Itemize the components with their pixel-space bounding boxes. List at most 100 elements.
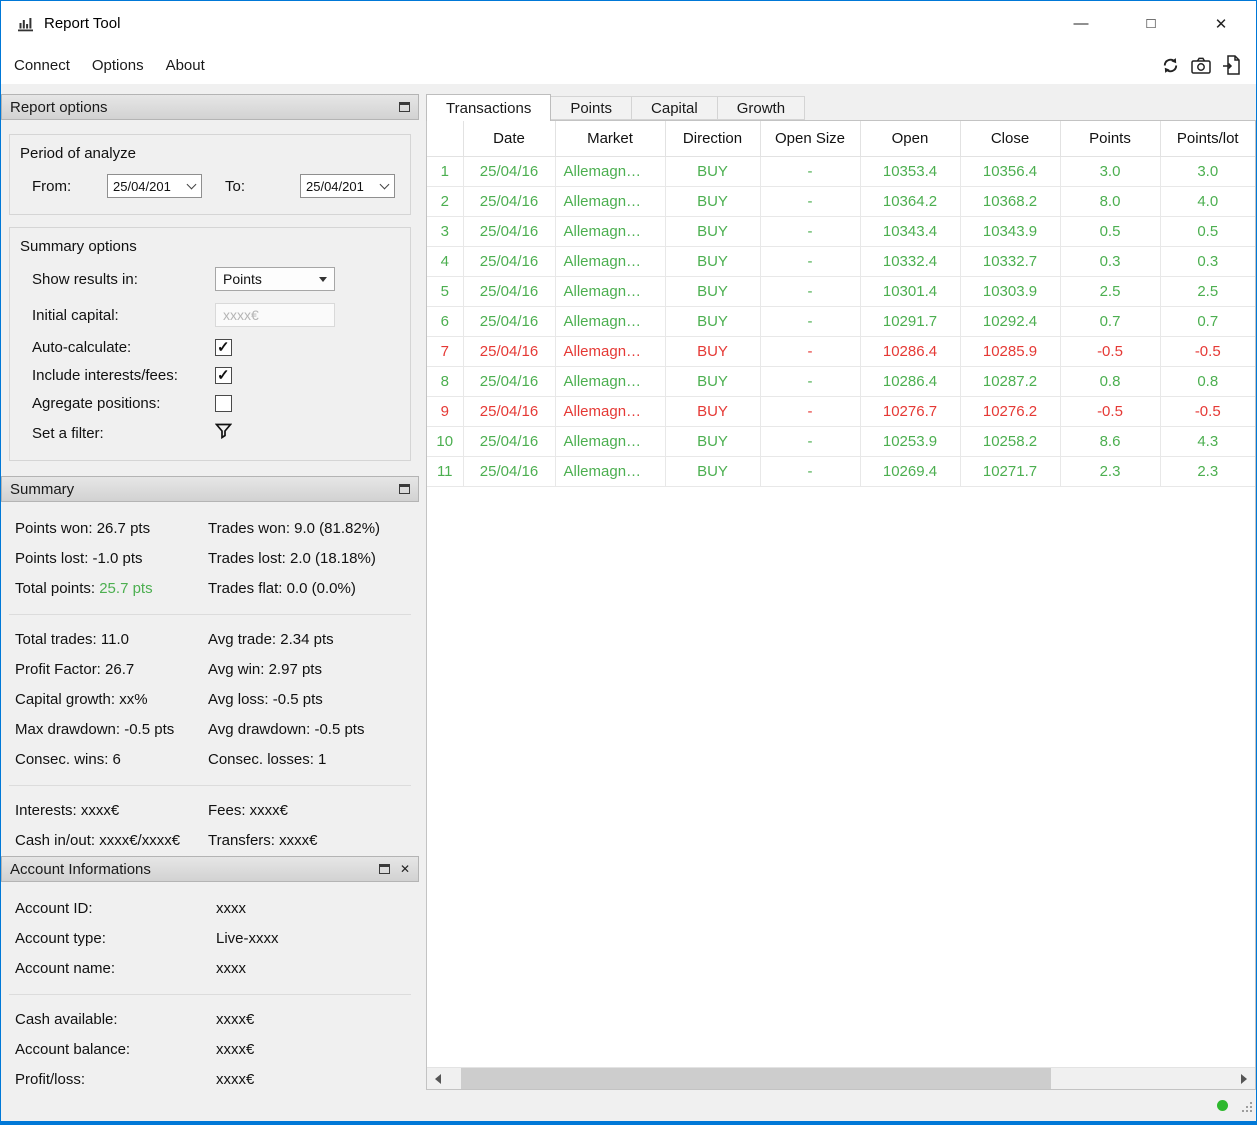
- cell-open-size[interactable]: -: [760, 456, 860, 486]
- cell-points[interactable]: 2.5: [1060, 276, 1160, 306]
- tab-capital[interactable]: Capital: [631, 96, 718, 120]
- float-panel-icon[interactable]: [399, 484, 410, 494]
- cell-close[interactable]: 10332.7: [960, 246, 1060, 276]
- cell-points[interactable]: 8.6: [1060, 426, 1160, 456]
- table-row[interactable]: 425/04/16Allemagn…BUY-10332.410332.70.30…: [427, 246, 1255, 276]
- refresh-icon[interactable]: [1161, 56, 1180, 75]
- cell-points-lot[interactable]: 3.0: [1160, 156, 1255, 186]
- column-header-direction[interactable]: Direction: [665, 121, 760, 156]
- cell-open-size[interactable]: -: [760, 426, 860, 456]
- cell-points[interactable]: 3.0: [1060, 156, 1160, 186]
- cell-date[interactable]: 25/04/16: [463, 336, 555, 366]
- table-row[interactable]: 225/04/16Allemagn…BUY-10364.210368.28.04…: [427, 186, 1255, 216]
- cell-points[interactable]: 0.7: [1060, 306, 1160, 336]
- initial-capital-input[interactable]: xxxx€: [215, 303, 335, 327]
- cell-open-size[interactable]: -: [760, 186, 860, 216]
- cell-close[interactable]: 10271.7: [960, 456, 1060, 486]
- column-header-points-lot[interactable]: Points/lot: [1160, 121, 1255, 156]
- cell-points-lot[interactable]: 4.3: [1160, 426, 1255, 456]
- cell-market[interactable]: Allemagn…: [555, 246, 665, 276]
- cell-date[interactable]: 25/04/16: [463, 396, 555, 426]
- float-panel-icon[interactable]: [399, 102, 410, 112]
- cell-open-size[interactable]: -: [760, 216, 860, 246]
- cell-direction[interactable]: BUY: [665, 396, 760, 426]
- cell-close[interactable]: 10285.9: [960, 336, 1060, 366]
- cell-close[interactable]: 10356.4: [960, 156, 1060, 186]
- cell-close[interactable]: 10258.2: [960, 426, 1060, 456]
- tab-growth[interactable]: Growth: [717, 96, 805, 120]
- column-header-points[interactable]: Points: [1060, 121, 1160, 156]
- cell-direction[interactable]: BUY: [665, 276, 760, 306]
- cell-date[interactable]: 25/04/16: [463, 186, 555, 216]
- close-panel-icon[interactable]: ✕: [400, 862, 410, 876]
- cell-direction[interactable]: BUY: [665, 456, 760, 486]
- table-row[interactable]: 625/04/16Allemagn…BUY-10291.710292.40.70…: [427, 306, 1255, 336]
- cell-market[interactable]: Allemagn…: [555, 456, 665, 486]
- cell-open[interactable]: 10301.4: [860, 276, 960, 306]
- menu-options[interactable]: Options: [81, 51, 155, 80]
- cell-open[interactable]: 10364.2: [860, 186, 960, 216]
- cell-points-lot[interactable]: -0.5: [1160, 336, 1255, 366]
- cell-date[interactable]: 25/04/16: [463, 156, 555, 186]
- from-date-select[interactable]: 25/04/201: [107, 174, 202, 198]
- cell-close[interactable]: 10287.2: [960, 366, 1060, 396]
- table-row[interactable]: 925/04/16Allemagn…BUY-10276.710276.2-0.5…: [427, 396, 1255, 426]
- cell-open-size[interactable]: -: [760, 306, 860, 336]
- auto-calculate-checkbox[interactable]: [215, 339, 232, 356]
- cell-direction[interactable]: BUY: [665, 186, 760, 216]
- aggregate-positions-checkbox[interactable]: [215, 395, 232, 412]
- cell-date[interactable]: 25/04/16: [463, 216, 555, 246]
- minimize-button[interactable]: —: [1046, 1, 1116, 46]
- cell-market[interactable]: Allemagn…: [555, 216, 665, 246]
- cell-direction[interactable]: BUY: [665, 336, 760, 366]
- cell-open[interactable]: 10291.7: [860, 306, 960, 336]
- cell-date[interactable]: 25/04/16: [463, 246, 555, 276]
- filter-icon[interactable]: [215, 423, 232, 444]
- cell-open[interactable]: 10253.9: [860, 426, 960, 456]
- column-header-market[interactable]: Market: [555, 121, 665, 156]
- cell-open-size[interactable]: -: [760, 396, 860, 426]
- cell-points[interactable]: 2.3: [1060, 456, 1160, 486]
- table-row[interactable]: 525/04/16Allemagn…BUY-10301.410303.92.52…: [427, 276, 1255, 306]
- cell-date[interactable]: 25/04/16: [463, 456, 555, 486]
- cell-date[interactable]: 25/04/16: [463, 426, 555, 456]
- cell-market[interactable]: Allemagn…: [555, 186, 665, 216]
- camera-icon[interactable]: [1191, 57, 1211, 74]
- cell-points-lot[interactable]: 0.8: [1160, 366, 1255, 396]
- cell-market[interactable]: Allemagn…: [555, 366, 665, 396]
- cell-points-lot[interactable]: 4.0: [1160, 186, 1255, 216]
- cell-open-size[interactable]: -: [760, 246, 860, 276]
- table-row[interactable]: 825/04/16Allemagn…BUY-10286.410287.20.80…: [427, 366, 1255, 396]
- cell-date[interactable]: 25/04/16: [463, 276, 555, 306]
- cell-market[interactable]: Allemagn…: [555, 336, 665, 366]
- cell-points-lot[interactable]: 2.5: [1160, 276, 1255, 306]
- cell-open-size[interactable]: -: [760, 366, 860, 396]
- cell-direction[interactable]: BUY: [665, 246, 760, 276]
- include-fees-checkbox[interactable]: [215, 367, 232, 384]
- cell-market[interactable]: Allemagn…: [555, 426, 665, 456]
- scroll-track[interactable]: [449, 1068, 1233, 1089]
- cell-points[interactable]: -0.5: [1060, 336, 1160, 366]
- close-button[interactable]: ✕: [1186, 1, 1256, 46]
- cell-open-size[interactable]: -: [760, 336, 860, 366]
- cell-open[interactable]: 10343.4: [860, 216, 960, 246]
- cell-direction[interactable]: BUY: [665, 426, 760, 456]
- cell-open[interactable]: 10332.4: [860, 246, 960, 276]
- scroll-right-button[interactable]: [1233, 1068, 1255, 1089]
- cell-close[interactable]: 10343.9: [960, 216, 1060, 246]
- cell-points-lot[interactable]: 0.3: [1160, 246, 1255, 276]
- cell-close[interactable]: 10303.9: [960, 276, 1060, 306]
- cell-close[interactable]: 10276.2: [960, 396, 1060, 426]
- cell-points[interactable]: 8.0: [1060, 186, 1160, 216]
- tab-points[interactable]: Points: [550, 96, 632, 120]
- cell-market[interactable]: Allemagn…: [555, 276, 665, 306]
- cell-open[interactable]: 10276.7: [860, 396, 960, 426]
- scroll-left-button[interactable]: [427, 1068, 449, 1089]
- scroll-thumb[interactable]: [461, 1068, 1051, 1089]
- resize-grip[interactable]: [1240, 1100, 1253, 1118]
- cell-points[interactable]: 0.8: [1060, 366, 1160, 396]
- cell-open-size[interactable]: -: [760, 156, 860, 186]
- to-date-select[interactable]: 25/04/201: [300, 174, 395, 198]
- cell-points[interactable]: 0.5: [1060, 216, 1160, 246]
- cell-direction[interactable]: BUY: [665, 306, 760, 336]
